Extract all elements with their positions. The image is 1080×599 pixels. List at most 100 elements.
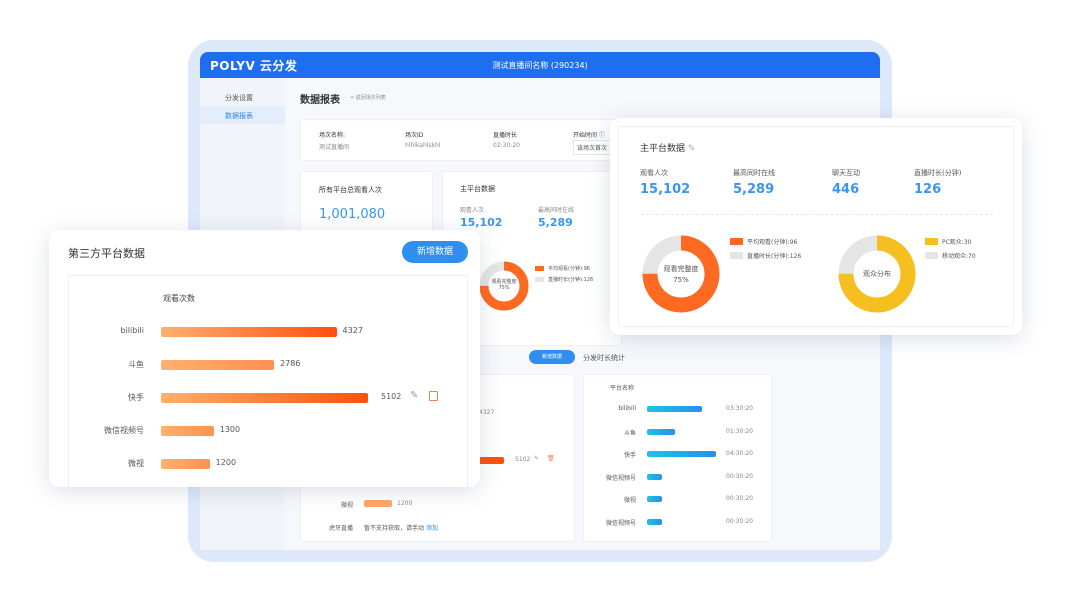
duration-row-label: 微信视频号 [605,474,636,482]
duration-row-label: 快手 [623,452,636,460]
add-link[interactable]: 添加 [425,525,438,532]
back-link[interactable]: < 返回场次列表 [350,95,386,101]
views-value: 1300 [219,425,241,434]
duration-row-label: 微信视频号 [605,520,636,527]
stat-value: 15,102 [460,216,503,229]
info-value: 02:30:20 [493,142,520,149]
legend-item: 直播时长(分钟):126 [535,276,593,283]
total-views-card: 所有平台总观看人次 1,001,080 [300,171,433,241]
completion-slice [642,235,720,313]
stat-label: 直播时长(分钟) [914,169,962,177]
info-value: 测试直播间 [319,144,350,151]
total-views-value: 1,001,080 [319,207,386,222]
audience-donut: 观众分布 [837,234,917,314]
session-info-card: 场次名称: 测试直播间 场次ID hlhlkahlskhl 直播时长 02:30:20 开始… [300,119,630,161]
stat-value: 126 [914,182,942,197]
stat-value: 5,289 [538,216,573,229]
stat-label: 最高同时在线 [538,207,575,214]
duration-bar [647,451,716,458]
delete-icon[interactable]: 🗑 [547,455,555,462]
third-party-panel: 第三方平台数据 新增数据 观看次数 bilibili 4327 斗鱼 2786 快手 51… [49,230,480,490]
duration-time: 00:30:20 [726,472,753,480]
duration-bar [647,519,662,525]
bar-value: 1200 [397,500,413,507]
third-party-title: 第三方平台数据 [68,247,145,260]
info-label: 场次名称: [319,132,346,139]
platform-label: bilibili [120,326,145,335]
edit-icon[interactable]: ✎ [534,455,540,462]
views-bar [161,459,210,469]
views-value: 1200 [215,458,237,467]
row-label: 微视 [340,502,353,509]
duration-row-label: 微视 [623,497,636,505]
legend-item: 平均观看(分钟):96 [535,265,590,272]
views-value: 4327 [342,326,363,335]
logo: POLYV 云分发 [210,59,298,73]
platform-label: 快手 [128,393,144,402]
donut-pct: 75% [498,285,510,291]
stat-value: 15,102 [640,182,691,197]
legend-item: 直播时长(分钟):126 [730,251,801,260]
donut-label: 观看完整度 [663,265,699,273]
add-data-button-bg[interactable]: 新增数据 [529,350,575,364]
column-header: 观看次数 [163,294,195,303]
views-bar [161,426,214,436]
sidebar-item-data-report[interactable]: 数据报表 [200,106,285,124]
views-bar [161,360,275,370]
duration-card: 平台名称 bilibili 03:30:20 斗鱼 01:30:20 快手 04:30:2… [583,374,772,542]
duration-bar [647,406,703,412]
delete-icon[interactable] [429,391,438,401]
duration-time: 03:30:20 [726,405,753,412]
duration-row-label: bilibili [618,405,636,412]
info-label: 开始时间 ⓘ [573,132,605,139]
duration-row-label: 斗鱼 [623,429,636,437]
edit-icon[interactable]: ✎ [687,144,696,154]
main-platform-title: 主平台数据 ✎ [640,144,696,154]
edit-icon[interactable]: ✎ [410,390,419,401]
duration-stats-tab[interactable]: 分发时长统计 [583,354,625,362]
info-label: 直播时长 [493,132,518,139]
legend-item: 移动观众:70 [925,251,976,260]
legend-item: PC观众:30 [925,237,971,246]
duration-bar [647,428,676,435]
header-bar: POLYV 云分发 测试直播间名称 (290234) [200,52,880,78]
legend-item: 平均观看(分钟):96 [730,237,797,246]
room-title: 测试直播间名称 (290234) [492,61,588,70]
info-value: hlhlkahlskhl [405,142,441,149]
duration-time: 01:30:20 [726,427,753,435]
duration-bar [647,473,662,480]
info-value: 该场次首次 [573,140,612,155]
duration-bar [647,496,662,503]
views-bar [161,393,368,403]
bar-value: 4327 [479,409,495,416]
platform-label: 斗鱼 [128,360,144,369]
row-label: 虎牙直播 [328,525,353,532]
views-value: 2786 [280,359,301,368]
divider [641,214,993,215]
duration-header: 平台名称 [610,385,635,392]
stat-label: 聊天互动 [832,169,860,177]
views-bar [161,327,337,337]
page-title: 数据报表 [300,95,340,106]
audience-slice [838,235,916,313]
stat-label: 观看人次 [460,207,485,214]
bar [479,457,504,464]
duration-time: 00:30:20 [726,495,753,503]
platform-label: 微视 [128,459,144,468]
donut-label: 观看完整度 [491,279,517,285]
stat-value: 446 [832,182,860,197]
completion-donut: 观看完整度 75% [641,234,721,314]
completion-donut-small: 观看完整度 75% [478,260,530,312]
bar [364,500,392,507]
main-platform-panel: 主平台数据 ✎ 观看人次 15,102 最高同时在线 5,289 聊天互动 446 直播时长… [610,118,1022,335]
sidebar-item-distribution-settings[interactable]: 分发设置 [225,94,253,102]
duration-time: 04:30:20 [726,450,753,458]
stat-label: 最高同时在线 [733,169,775,177]
bar-value: 5102 [515,456,531,463]
add-data-button[interactable]: 新增数据 [402,241,468,263]
main-platform-title: 主平台数据 [460,185,495,193]
huya-note: 暂不支持获取，请手动 [364,525,425,532]
views-value: 5102 [381,392,402,401]
info-label: 场次ID [405,132,424,139]
stat-value: 5,289 [733,182,775,197]
